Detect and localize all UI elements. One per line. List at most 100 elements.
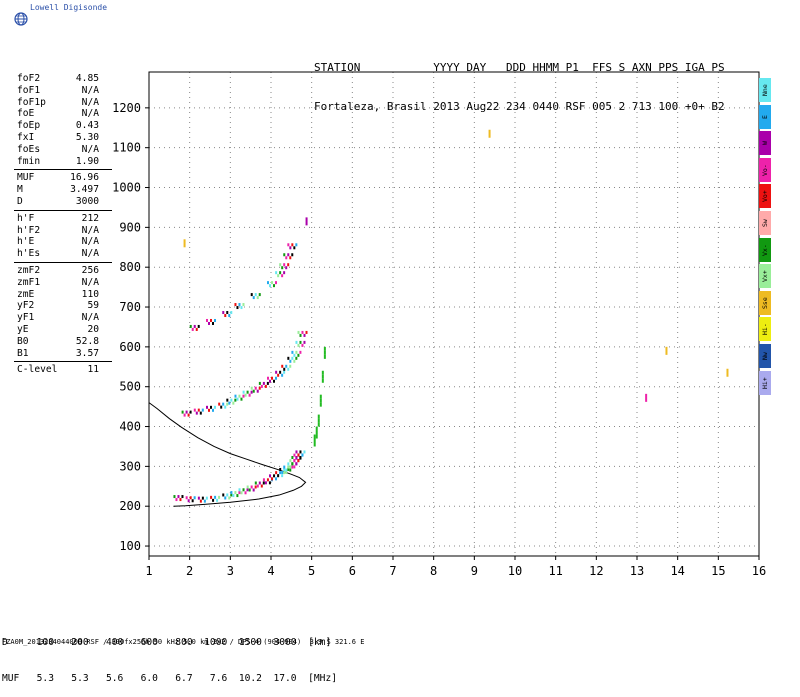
echo-point xyxy=(246,390,249,394)
param-value: 3.497 xyxy=(70,184,99,196)
echo-point xyxy=(173,495,176,499)
echo-point xyxy=(267,281,269,285)
echo-point xyxy=(277,373,280,377)
echo-point xyxy=(230,493,233,497)
legend-label: Nne xyxy=(761,84,769,96)
echo-point xyxy=(295,340,298,344)
header-columns: STATION YYYY DAY DDD HHMM P1 FFS S AXN P… xyxy=(314,61,725,74)
x-tick-label: 9 xyxy=(471,564,478,578)
echo-point xyxy=(266,381,269,385)
echo-point xyxy=(293,353,296,357)
param-row-fxi: fxI 5.30 xyxy=(14,132,99,144)
plot-frame xyxy=(148,71,760,557)
legend-swatch-vo-: Vo- xyxy=(759,157,771,182)
param-row-h-f: h'F 212 xyxy=(14,213,99,225)
x-tick-label: 14 xyxy=(670,564,684,578)
param-separator xyxy=(14,169,112,171)
echo-point xyxy=(220,405,223,409)
param-value: 1.90 xyxy=(75,155,99,167)
echo-point xyxy=(208,408,210,412)
isolated-echo-point xyxy=(183,239,186,248)
echo-point xyxy=(238,394,241,398)
echo-point xyxy=(313,434,316,439)
echo-point xyxy=(275,376,277,380)
echo-point xyxy=(275,370,278,374)
param-row-fof1: foF1 N/A xyxy=(14,85,99,97)
echo-point xyxy=(273,379,275,383)
echo-point xyxy=(189,410,192,414)
echo-point xyxy=(212,408,214,412)
echo-point xyxy=(230,491,233,495)
param-row-zmf1: zmF1 N/A xyxy=(14,277,99,289)
echo-point xyxy=(254,485,257,489)
echo-point xyxy=(291,456,294,460)
x-tick-label: 16 xyxy=(752,564,766,578)
param-value: 5.30 xyxy=(75,131,99,143)
echo-point xyxy=(291,462,294,466)
echo-point xyxy=(244,491,247,495)
echo-point xyxy=(283,471,286,475)
isolated-echo-point xyxy=(645,393,648,402)
echo-point xyxy=(279,471,282,475)
y-tick-label: 700 xyxy=(119,300,141,314)
echo-point xyxy=(228,401,231,405)
echo-point xyxy=(232,494,235,498)
echo-point xyxy=(242,303,245,307)
echo-point xyxy=(234,398,237,402)
echo-point xyxy=(254,386,257,390)
legend-swatch-vx-: Vx- xyxy=(759,237,771,262)
param-label: h'Es xyxy=(17,248,41,260)
echo-point xyxy=(297,353,300,357)
x-tick-label: 6 xyxy=(349,564,356,578)
echo-point xyxy=(293,246,296,250)
param-label: zmF2 xyxy=(17,264,41,276)
x-tick-label: 3 xyxy=(227,564,234,578)
echo-point xyxy=(303,340,306,344)
legend-swatch-sw: Sw xyxy=(759,210,771,235)
echo-point xyxy=(271,477,274,481)
param-label: foF2 xyxy=(17,73,41,84)
echo-point xyxy=(305,330,308,334)
y-tick-label: 300 xyxy=(119,459,141,473)
station-header: STATION YYYY DAY DDD HHMM P1 FFS S AXN P… xyxy=(314,35,725,126)
echo-point xyxy=(297,453,300,457)
param-label: foF1 xyxy=(17,84,41,96)
param-row-fof1p: foF1p N/A xyxy=(14,97,99,109)
echo-point xyxy=(266,478,269,482)
echo-point xyxy=(234,303,237,307)
echo-point xyxy=(283,465,286,469)
echo-point xyxy=(271,376,273,380)
echo-point xyxy=(246,488,249,492)
echo-point xyxy=(293,359,296,363)
legend-label: Vx+ xyxy=(761,270,769,283)
echo-point xyxy=(228,314,231,318)
echo-point xyxy=(317,422,320,427)
x-tick-label: 2 xyxy=(186,564,193,578)
echo-point xyxy=(273,284,275,288)
echo-point xyxy=(295,462,298,466)
param-row-foes: foEs N/A xyxy=(14,144,99,156)
echo-point xyxy=(258,481,261,485)
echo-point xyxy=(234,394,237,398)
param-row-m: M 3.497 xyxy=(14,184,99,196)
echo-point xyxy=(250,386,253,390)
x-tick-label: 4 xyxy=(267,564,274,578)
legend-label: Vo+ xyxy=(761,190,769,203)
param-separator xyxy=(14,361,112,363)
echo-point xyxy=(295,350,298,354)
echo-point xyxy=(283,370,286,374)
echo-point xyxy=(210,405,212,409)
legend-label: Sse xyxy=(761,296,769,309)
echo-point xyxy=(195,411,198,415)
echo-point xyxy=(250,293,253,297)
echo-point xyxy=(295,243,298,247)
isolated-echo-point xyxy=(305,217,308,226)
legend-swatch-w: W xyxy=(759,131,771,156)
echo-point xyxy=(234,491,237,495)
echo-point xyxy=(297,330,300,334)
param-value: 20 xyxy=(87,323,99,335)
echo-point xyxy=(244,393,247,397)
echo-point xyxy=(214,318,216,322)
x-tick-label: 12 xyxy=(589,564,603,578)
param-value: N/A xyxy=(81,236,99,248)
